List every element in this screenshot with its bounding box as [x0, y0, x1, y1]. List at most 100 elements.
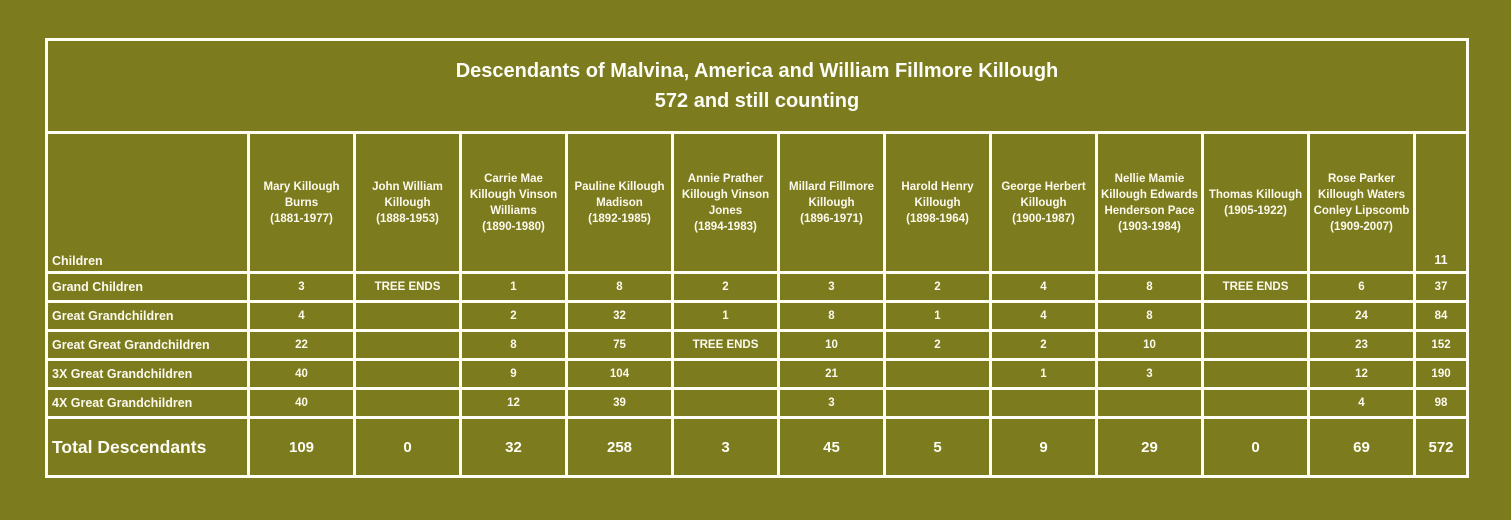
cell-value: 3 — [250, 274, 353, 300]
row-label: 4X Great Grandchildren — [48, 390, 247, 416]
person-dates: (1890-1980) — [482, 220, 545, 233]
cell-value — [886, 390, 989, 416]
row-label: Great Great Grandchildren — [48, 332, 247, 358]
table-subtitle: 572 and still counting — [654, 90, 860, 112]
total-value: 3 — [674, 419, 777, 475]
cell-value — [1204, 303, 1307, 329]
cell-value: 8 — [568, 274, 671, 300]
column-header-john: John William Killough (1888-1953) — [356, 134, 459, 271]
table-row-total-descendants: Total Descendants 109 0 32 258 3 45 5 9 … — [48, 419, 1467, 475]
table-row-4x-great-grandchildren: 4X Great Grandchildren 40 12 39 3 4 98 — [48, 390, 1467, 416]
column-header-thomas: Thomas Killough (1905-1922) — [1204, 134, 1307, 271]
row-label: Great Grandchildren — [48, 303, 247, 329]
row-total: 37 — [1416, 274, 1467, 300]
cell-value: 21 — [780, 361, 883, 387]
cell-value: 4 — [992, 303, 1095, 329]
cell-value — [356, 303, 459, 329]
cell-value: 1 — [674, 303, 777, 329]
cell-value: 32 — [568, 303, 671, 329]
column-header-carrie: Carrie Mae Killough Vinson Williams (189… — [462, 134, 565, 271]
person-name: Harold Henry Killough — [901, 180, 974, 209]
cell-value: 39 — [568, 390, 671, 416]
cell-value: 2 — [886, 332, 989, 358]
cell-value: 10 — [780, 332, 883, 358]
row-total: 152 — [1416, 332, 1467, 358]
cell-value: TREE ENDS — [1204, 274, 1307, 300]
cell-value — [886, 361, 989, 387]
column-header-pauline: Pauline Killough Madison (1892-1985) — [568, 134, 671, 271]
title-row: Descendants of Malvina, America and Will… — [48, 41, 1467, 131]
total-row-label: Total Descendants — [48, 419, 247, 475]
children-row-total: 11 — [1416, 134, 1467, 271]
person-name: Pauline Killough Madison — [574, 180, 665, 209]
table-row-grand-children: Grand Children 3 TREE ENDS 1 8 2 3 2 4 8… — [48, 274, 1467, 300]
cell-value: 10 — [1098, 332, 1201, 358]
row-label: Grand Children — [48, 274, 247, 300]
person-dates: (1905-1922) — [1224, 204, 1287, 217]
row-total: 84 — [1416, 303, 1467, 329]
table-row-great-great-grandchildren: Great Great Grandchildren 22 8 75 TREE E… — [48, 332, 1467, 358]
table-title: Descendants of Malvina, America and Will… — [455, 60, 1059, 82]
person-dates: (1892-1985) — [588, 212, 651, 225]
total-value: 9 — [992, 419, 1095, 475]
children-header-row: Children Mary Killough Burns (1881-1977)… — [48, 134, 1467, 271]
cell-value — [356, 361, 459, 387]
cell-value: 23 — [1310, 332, 1413, 358]
column-header-george: George Herbert Killough (1900-1987) — [992, 134, 1095, 271]
total-value: 45 — [780, 419, 883, 475]
cell-value: 22 — [250, 332, 353, 358]
cell-value — [1098, 390, 1201, 416]
cell-value: 8 — [1098, 303, 1201, 329]
cell-value: 3 — [780, 274, 883, 300]
cell-value: 6 — [1310, 274, 1413, 300]
cell-value: 104 — [568, 361, 671, 387]
person-name: Mary Killough Burns — [263, 180, 340, 209]
table-title-cell: Descendants of Malvina, America and Will… — [48, 41, 1467, 131]
cell-value: 2 — [886, 274, 989, 300]
cell-value: 8 — [780, 303, 883, 329]
row-label: 3X Great Grandchildren — [48, 361, 247, 387]
person-dates: (1903-1984) — [1118, 220, 1181, 233]
total-value: 69 — [1310, 419, 1413, 475]
column-header-mary: Mary Killough Burns (1881-1977) — [250, 134, 353, 271]
person-dates: (1894-1983) — [694, 220, 757, 233]
cell-value: TREE ENDS — [356, 274, 459, 300]
cell-value: 24 — [1310, 303, 1413, 329]
cell-value: 1 — [992, 361, 1095, 387]
descendants-table: Descendants of Malvina, America and Will… — [45, 38, 1470, 478]
total-value: 109 — [250, 419, 353, 475]
cell-value: TREE ENDS — [674, 332, 777, 358]
cell-value: 3 — [780, 390, 883, 416]
cell-value: 4 — [250, 303, 353, 329]
column-header-millard: Millard Fillmore Killough (1896-1971) — [780, 134, 883, 271]
cell-value: 2 — [992, 332, 1095, 358]
cell-value: 4 — [1310, 390, 1413, 416]
cell-value — [992, 390, 1095, 416]
cell-value — [356, 390, 459, 416]
cell-value: 40 — [250, 361, 353, 387]
total-value: 29 — [1098, 419, 1201, 475]
person-dates: (1909-2007) — [1330, 220, 1393, 233]
person-name: Nellie Mamie Killough Edwards Henderson … — [1100, 172, 1199, 217]
column-header-harold: Harold Henry Killough (1898-1964) — [886, 134, 989, 271]
person-name: Millard Fillmore Killough — [789, 180, 874, 209]
total-value: 32 — [462, 419, 565, 475]
cell-value: 12 — [1310, 361, 1413, 387]
person-name: Carrie Mae Killough Vinson Williams — [469, 172, 558, 217]
person-dates: (1881-1977) — [270, 212, 333, 225]
column-header-annie: Annie Prather Killough Vinson Jones (189… — [674, 134, 777, 271]
person-name: Thomas Killough — [1208, 188, 1303, 201]
cell-value — [674, 390, 777, 416]
cell-value: 1 — [462, 274, 565, 300]
row-total: 190 — [1416, 361, 1467, 387]
table-row-great-grandchildren: Great Grandchildren 4 2 32 1 8 1 4 8 24 … — [48, 303, 1467, 329]
person-dates: (1900-1987) — [1012, 212, 1075, 225]
cell-value: 2 — [674, 274, 777, 300]
cell-value: 4 — [992, 274, 1095, 300]
cell-value — [1204, 332, 1307, 358]
total-value: 0 — [356, 419, 459, 475]
person-dates: (1896-1971) — [800, 212, 863, 225]
cell-value: 9 — [462, 361, 565, 387]
cell-value — [674, 361, 777, 387]
cell-value — [356, 332, 459, 358]
